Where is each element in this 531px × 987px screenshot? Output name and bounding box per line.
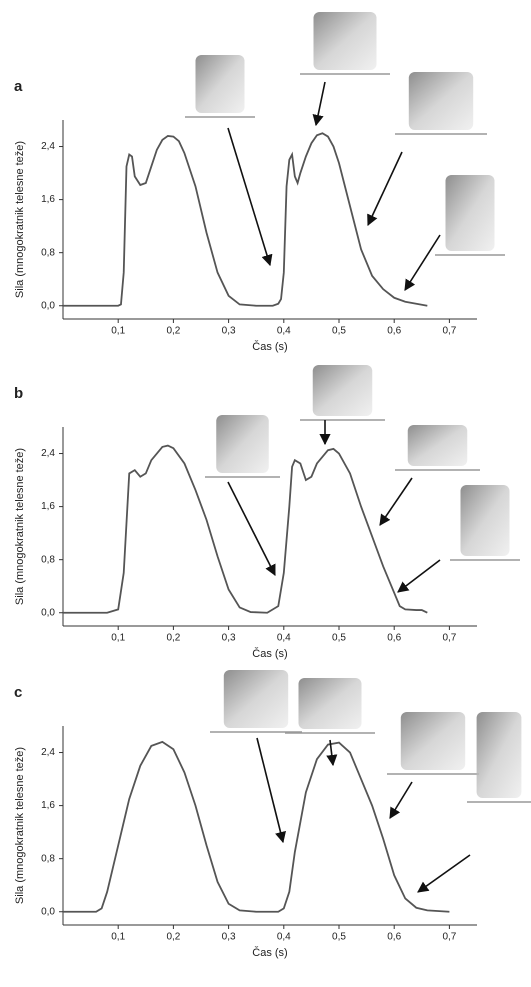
arrow — [404, 234, 441, 291]
arrow — [227, 481, 276, 576]
x-tick-label: 0,3 — [222, 932, 236, 943]
arrow — [367, 151, 403, 227]
y-tick-label: 0,8 — [41, 247, 55, 258]
foot-image — [216, 415, 269, 473]
foot-image — [400, 712, 466, 770]
arrow — [227, 127, 273, 267]
y-axis-label: Sila (mnogokratnik telesne teže) — [14, 141, 26, 298]
force-curve — [63, 132, 428, 307]
x-tick-label: 0,2 — [166, 633, 180, 644]
y-tick-label: 1,6 — [41, 800, 55, 811]
panel: a 0,0 0,8 1,6 2,4 0,1 0,2 0,3 0,4 0,5 0,6 0,7 Čas (s… — [14, 12, 505, 353]
panel-label: a — [14, 78, 23, 95]
arrow — [312, 81, 326, 127]
force-curve — [63, 444, 428, 614]
x-tick-label: 0,7 — [442, 932, 456, 943]
x-tick-label: 0,5 — [332, 326, 346, 337]
x-tick-label: 0,4 — [277, 932, 291, 943]
x-tick-label: 0,4 — [277, 633, 291, 644]
x-axis-label: Čas (s) — [252, 340, 287, 353]
arrow — [417, 854, 471, 893]
arrow — [389, 781, 413, 819]
x-tick-label: 0,6 — [387, 932, 401, 943]
x-tick-label: 0,5 — [332, 633, 346, 644]
x-tick-label: 0,2 — [166, 326, 180, 337]
x-tick-label: 0,7 — [442, 326, 456, 337]
foot-image — [476, 712, 522, 798]
x-tick-label: 0,6 — [387, 633, 401, 644]
x-tick-label: 0,1 — [111, 326, 125, 337]
x-tick-label: 0,4 — [277, 326, 291, 337]
y-tick-label: 0,0 — [41, 607, 55, 618]
y-tick-label: 0,8 — [41, 554, 55, 565]
foot-image — [298, 678, 362, 729]
x-axis-label: Čas (s) — [252, 946, 287, 959]
x-tick-label: 0,7 — [442, 633, 456, 644]
y-axis-label: Sila (mnogokratnik telesne teže) — [14, 747, 26, 904]
y-tick-label: 0,0 — [41, 906, 55, 917]
y-tick-label: 2,4 — [41, 448, 55, 459]
arrow — [256, 737, 286, 844]
x-tick-label: 0,1 — [111, 633, 125, 644]
panel-label: b — [14, 385, 23, 402]
panel-label: c — [14, 684, 22, 701]
y-tick-label: 1,6 — [41, 501, 55, 512]
foot-image — [195, 55, 245, 113]
arrow — [379, 477, 413, 526]
y-tick-label: 2,4 — [41, 141, 55, 152]
force-curve — [63, 740, 450, 913]
x-tick-label: 0,3 — [222, 326, 236, 337]
foot-image — [312, 365, 373, 416]
arrow — [397, 559, 441, 593]
y-tick-label: 1,6 — [41, 194, 55, 205]
x-tick-label: 0,6 — [387, 326, 401, 337]
x-axis-label: Čas (s) — [252, 647, 287, 660]
x-tick-label: 0,1 — [111, 932, 125, 943]
panel: b 0,0 0,8 1,6 2,4 0,1 0,2 0,3 0,4 0,5 0,6 0,7 Čas (s… — [14, 365, 520, 660]
x-tick-label: 0,3 — [222, 633, 236, 644]
foot-image — [445, 175, 495, 251]
arrow — [326, 739, 338, 767]
foot-image — [223, 670, 289, 728]
foot-image — [408, 72, 474, 130]
foot-image — [460, 485, 510, 556]
foot-image — [313, 12, 377, 70]
y-tick-label: 2,4 — [41, 747, 55, 758]
x-tick-label: 0,2 — [166, 932, 180, 943]
panel: c 0,0 0,8 1,6 2,4 0,1 0,2 0,3 0,4 0,5 0,6 0,7 Čas (s… — [14, 670, 531, 959]
foot-image — [407, 425, 468, 466]
x-tick-label: 0,5 — [332, 932, 346, 943]
y-axis-label: Sila (mnogokratnik telesne teže) — [14, 448, 26, 605]
y-tick-label: 0,0 — [41, 300, 55, 311]
y-tick-label: 0,8 — [41, 853, 55, 864]
